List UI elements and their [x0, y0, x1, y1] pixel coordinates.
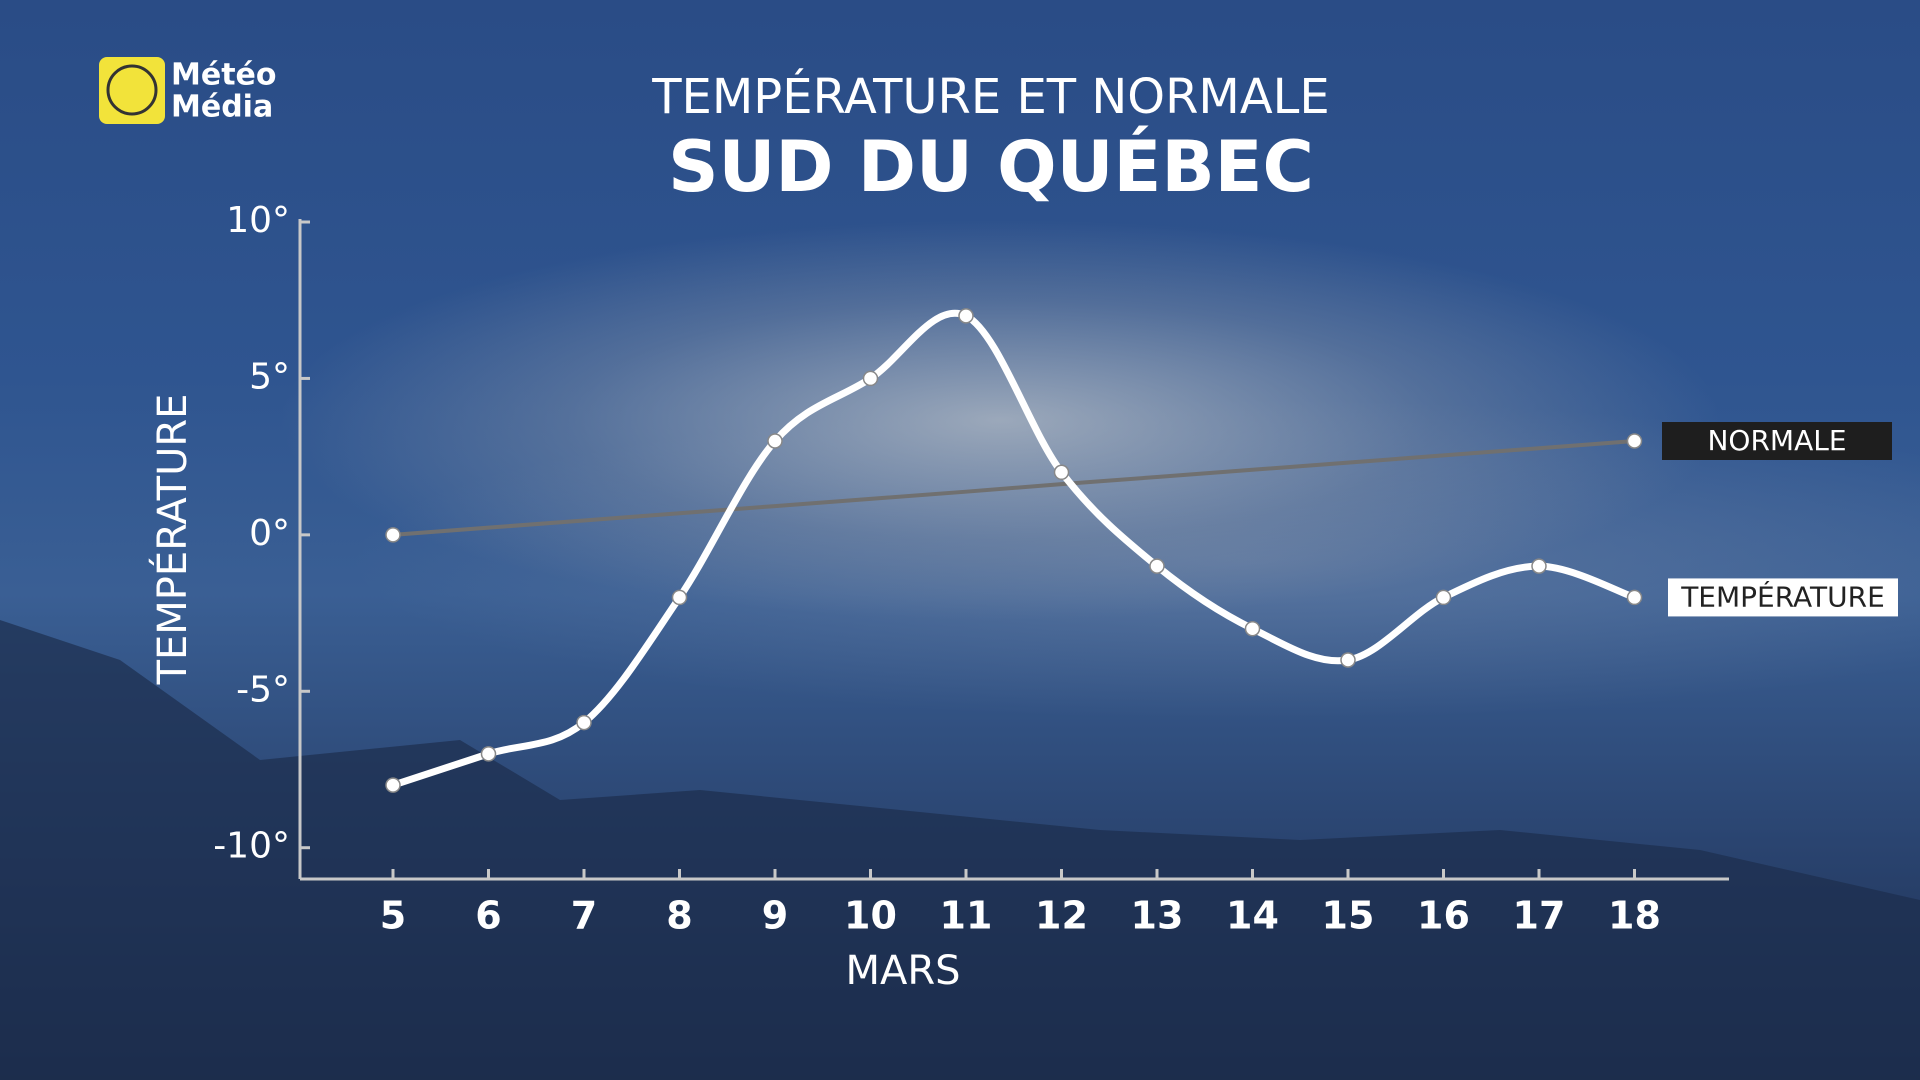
point: [1626, 433, 1643, 449]
x-tick-label: 13: [1131, 894, 1184, 938]
y-tick-label: 0°: [249, 513, 290, 554]
legend-item: TEMPÉRATURE: [1668, 578, 1898, 617]
legend-item: NORMALE: [1662, 422, 1892, 460]
legend-label: NORMALE: [1707, 424, 1846, 457]
point: [1531, 558, 1547, 574]
logo: Météo Média: [99, 57, 277, 125]
y-axis-label: TEMPÉRATURE: [148, 394, 196, 686]
legend-box: [1662, 422, 1892, 460]
temperature-line: [389, 309, 1638, 789]
y-tick-label: 10°: [226, 200, 290, 241]
chart-subtitle: SUD DU QUÉBEC: [668, 126, 1314, 208]
logo-text: Météo: [171, 58, 277, 93]
point: [576, 714, 592, 731]
point: [671, 589, 688, 606]
point: [767, 433, 783, 449]
point: [1244, 620, 1261, 637]
x-tick-label: 10: [844, 894, 897, 938]
x-tick-label: 7: [571, 894, 597, 938]
mountains: [0, 620, 1920, 1080]
chart-title: TEMPÉRATURE ET NORMALE: [651, 68, 1330, 125]
x-tick-label: 9: [762, 894, 788, 938]
x-tick-label: 8: [666, 894, 692, 938]
x-tick-label: 14: [1226, 894, 1279, 938]
x-tick-label: 5: [380, 894, 406, 938]
point: [385, 777, 401, 793]
x-tick-label: 17: [1513, 894, 1566, 938]
x-tick-label: 16: [1417, 894, 1470, 938]
legend-box: [1668, 578, 1898, 617]
logo-text: Média: [171, 90, 273, 125]
point: [1435, 589, 1452, 606]
y-tick-label: 5°: [249, 356, 290, 397]
point: [862, 370, 879, 387]
y-tick-label: -5°: [236, 669, 290, 710]
point: [958, 308, 974, 324]
x-tick-label: 6: [475, 894, 501, 938]
x-tick-label: 11: [940, 894, 993, 938]
point: [480, 746, 497, 762]
x-axis-label: MARS: [845, 948, 960, 994]
point: [385, 527, 401, 543]
y-tick-label: -10°: [213, 826, 290, 867]
normal-line: [391, 439, 1637, 537]
point: [1149, 558, 1165, 574]
x-tick-label: 15: [1322, 894, 1375, 938]
x-tick-label: 18: [1608, 894, 1661, 938]
legend-label: TEMPÉRATURE: [1680, 579, 1885, 613]
point: [1053, 464, 1070, 481]
x-tick-label: 12: [1035, 894, 1088, 938]
point: [1626, 589, 1643, 606]
point: [1340, 652, 1356, 668]
logo-globe: [106, 64, 158, 116]
